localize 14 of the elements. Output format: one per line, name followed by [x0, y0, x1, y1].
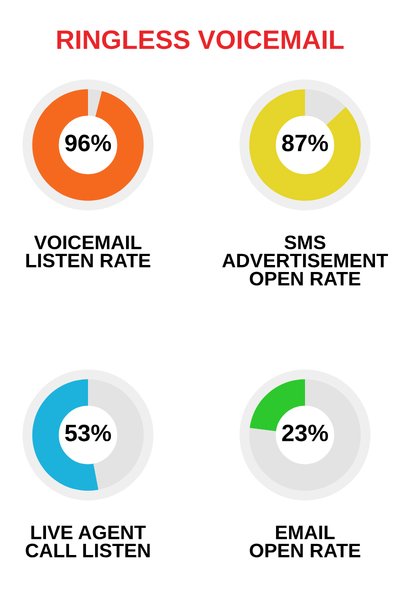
- text: EMAIL OPEN RATE: [250, 526, 360, 558]
- donut-slice: [249, 379, 361, 491]
- donut-slice: [249, 89, 361, 201]
- text: RINGLESS VOICEMAIL: [57, 30, 344, 50]
- data-label: 53%: [65, 424, 112, 442]
- data-label: 87%: [282, 134, 328, 152]
- donut-slice: [88, 89, 102, 118]
- text: SMS ADVERTISEMENT OPEN RATE: [222, 236, 388, 286]
- donut-slice: [32, 89, 144, 201]
- donut-slice: [305, 89, 346, 126]
- text: LIVE AGENT CALL LISTEN: [26, 526, 150, 558]
- data-label: 96%: [65, 134, 112, 152]
- data-label: 23%: [282, 424, 328, 442]
- text: VOICEMAIL LISTEN RATE: [26, 236, 150, 268]
